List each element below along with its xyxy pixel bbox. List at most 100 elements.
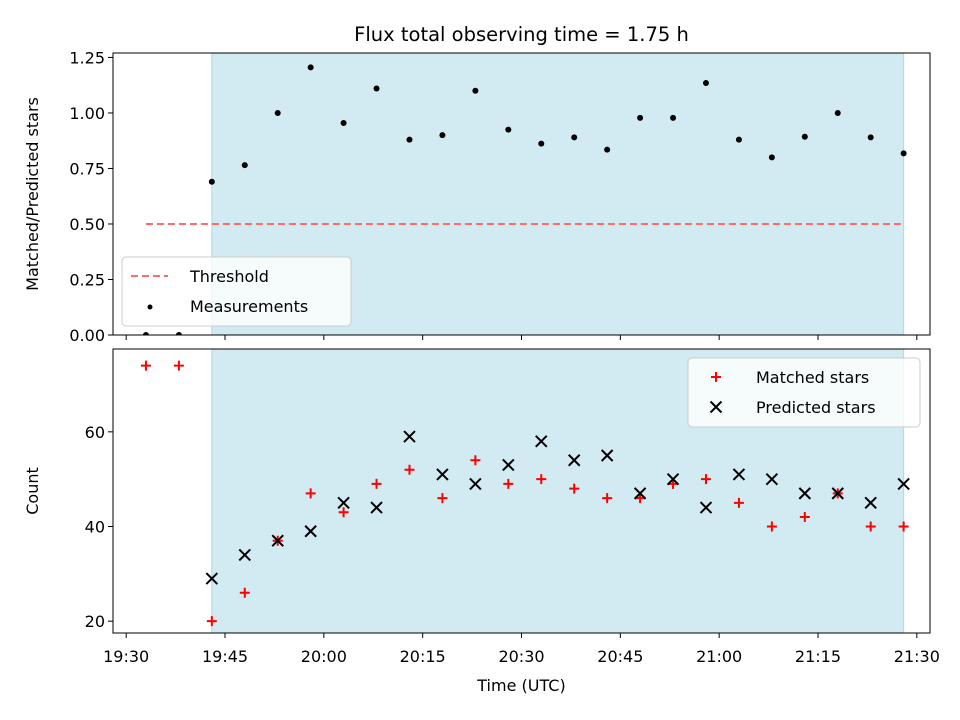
measurement-point bbox=[406, 136, 413, 143]
matched-stars-point bbox=[766, 521, 777, 532]
matched-stars-point bbox=[437, 493, 448, 504]
measurement-point bbox=[373, 85, 380, 92]
legend-measurements-swatch bbox=[147, 304, 153, 310]
measurement-point bbox=[340, 119, 347, 126]
measurement-point bbox=[472, 87, 479, 94]
measurement-point bbox=[439, 132, 446, 139]
matched-stars-point bbox=[569, 483, 580, 494]
y-tick-label: 40 bbox=[85, 518, 105, 537]
predicted-stars-point bbox=[798, 487, 812, 500]
matched-stars-point bbox=[338, 507, 349, 518]
plot-panel-2: 20 40 60 19:30 19:45 20:00 20:15 20:30 20:45 21:0… bbox=[23, 348, 940, 695]
legend-box bbox=[121, 256, 352, 327]
matched-stars-point bbox=[206, 616, 217, 627]
predicted-stars-point bbox=[600, 449, 614, 462]
legend-label: Measurements bbox=[190, 297, 308, 316]
legend-matched-stars-swatch bbox=[711, 372, 721, 382]
matched-stars-point bbox=[602, 493, 613, 504]
matched-stars-point bbox=[898, 521, 909, 532]
predicted-stars-point bbox=[633, 487, 647, 500]
measurement-point bbox=[142, 332, 149, 335]
predicted-stars-point bbox=[864, 496, 877, 510]
x-tick-label: 21:00 bbox=[696, 647, 742, 666]
matched-stars-point bbox=[799, 512, 810, 523]
y-tick-label: 60 bbox=[85, 423, 105, 442]
y-axis-label: Matched/Predicted stars bbox=[23, 97, 42, 291]
measurement-point bbox=[801, 133, 808, 140]
measurement-point bbox=[505, 126, 512, 133]
predicted-stars-point bbox=[502, 458, 515, 472]
series-matched-stars bbox=[140, 360, 909, 627]
predicted-stars-point bbox=[897, 477, 910, 491]
legend-label: Matched stars bbox=[756, 368, 869, 387]
measurement-point bbox=[867, 134, 874, 141]
x-tick-label: 19:30 bbox=[103, 647, 149, 666]
matched-stars-point bbox=[404, 464, 415, 475]
predicted-stars-point bbox=[304, 525, 317, 538]
measurement-point bbox=[670, 114, 677, 121]
matched-stars-point bbox=[503, 478, 514, 489]
y-tick-label: 0.25 bbox=[69, 270, 105, 289]
x-tick-label: 20:30 bbox=[498, 647, 544, 666]
matched-stars-point bbox=[305, 488, 316, 499]
plot-panel-1: 0.00 0.25 0.50 0.75 1.00 1.25 Flux total obser… bbox=[23, 23, 931, 345]
series-measurements bbox=[142, 64, 907, 335]
measurement-point bbox=[604, 146, 611, 153]
y-tick-label: 1.25 bbox=[69, 48, 105, 67]
measurement-point bbox=[307, 64, 314, 71]
predicted-stars-point bbox=[271, 534, 284, 547]
series-predicted-stars bbox=[205, 430, 910, 585]
matched-stars-point bbox=[865, 521, 876, 532]
x-tick-label: 20:15 bbox=[400, 647, 446, 666]
measurement-point bbox=[768, 154, 775, 161]
measurement-point bbox=[274, 109, 281, 116]
legend-label: Predicted stars bbox=[756, 398, 876, 417]
legend: Matched stars Predicted stars bbox=[687, 357, 921, 428]
predicted-stars-point bbox=[403, 430, 416, 443]
measurement-point bbox=[175, 332, 182, 335]
legend-label: Threshold bbox=[189, 267, 269, 286]
predicted-stars-point bbox=[469, 477, 482, 491]
predicted-stars-point bbox=[238, 548, 251, 562]
matched-stars-point bbox=[536, 474, 547, 485]
predicted-stars-point bbox=[699, 501, 713, 514]
measurement-point bbox=[538, 140, 545, 147]
matched-stars-point bbox=[140, 360, 151, 371]
matched-stars-point bbox=[700, 474, 711, 485]
x-tick-label: 20:00 bbox=[301, 647, 347, 666]
y-tick-label: 0.00 bbox=[69, 326, 105, 345]
y-tick-label: 0.50 bbox=[69, 215, 105, 234]
predicted-stars-point bbox=[436, 468, 449, 481]
measurement-point bbox=[637, 114, 644, 121]
matched-stars-point bbox=[173, 360, 184, 371]
x-tick-label: 19:45 bbox=[202, 647, 248, 666]
matched-stars-point bbox=[371, 478, 382, 489]
matched-stars-point bbox=[470, 455, 481, 466]
predicted-stars-point bbox=[337, 496, 350, 510]
measurement-point bbox=[702, 79, 709, 86]
legend: Threshold Measurements bbox=[121, 256, 352, 327]
measurement-point bbox=[900, 150, 907, 157]
legend-box bbox=[687, 357, 921, 428]
matched-stars-point bbox=[239, 587, 250, 598]
measurement-point bbox=[735, 136, 742, 143]
measurement-point bbox=[208, 178, 215, 185]
x-tick-label: 21:30 bbox=[894, 647, 940, 666]
measurement-point bbox=[571, 134, 578, 141]
measurement-point bbox=[241, 162, 248, 169]
predicted-stars-point bbox=[205, 572, 219, 585]
x-tick-label: 21:15 bbox=[795, 647, 841, 666]
predicted-stars-point bbox=[666, 472, 680, 486]
x-axis-label: Time (UTC) bbox=[476, 676, 565, 695]
predicted-stars-point bbox=[732, 468, 746, 481]
x-tick-label: 20:45 bbox=[597, 647, 643, 666]
y-tick-label: 0.75 bbox=[69, 159, 105, 178]
predicted-stars-point bbox=[535, 435, 548, 448]
predicted-stars-point bbox=[370, 501, 383, 514]
y-axis-label: Count bbox=[23, 467, 42, 515]
predicted-stars-point bbox=[831, 487, 844, 500]
y-tick-label: 1.00 bbox=[69, 104, 105, 123]
matched-stars-point bbox=[733, 497, 744, 508]
y-tick-label: 20 bbox=[85, 612, 105, 631]
